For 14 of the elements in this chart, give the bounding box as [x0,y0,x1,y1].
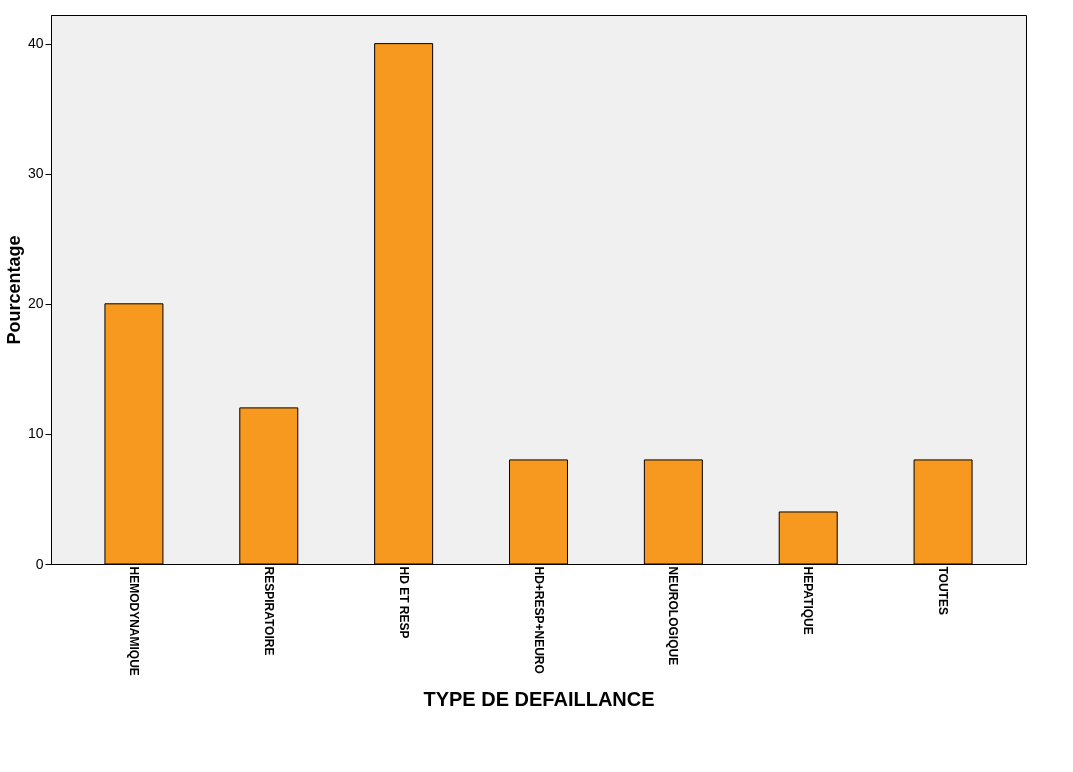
y-tick-label: 40 [27,35,44,52]
x-tick-label: HEMODYNAMIQUE [126,566,141,676]
x-tick-label: RESPIRATOIRE [261,566,276,656]
y-tick-label: 10 [27,425,44,442]
y-tick-label: 30 [27,165,44,182]
x-tick-label: HEPATIQUE [801,566,816,635]
x-tick-label: TOUTES [936,566,951,615]
y-tick-label: 20 [27,295,44,312]
x-tick-label: HD+RESP+NEURO [531,566,546,674]
y-axis-title: Pourcentage [3,235,24,345]
y-tick-label: 0 [35,555,44,572]
x-tick-label: HD ET RESP [396,566,411,639]
x-tick-label: NEUROLOGIQUE [666,566,681,666]
x-axis-title: TYPE DE DEFAILLANCE [423,687,655,710]
